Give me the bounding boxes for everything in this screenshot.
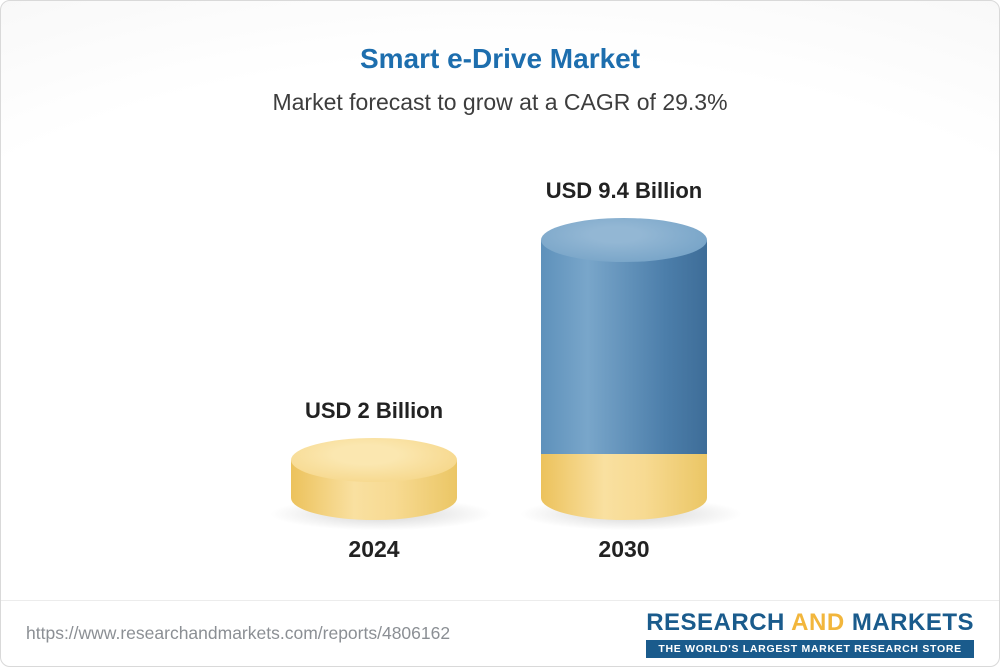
cylinder-body [541,240,707,454]
logo-word-research: RESEARCH [646,609,785,636]
bar-cylinder-2030 [541,218,707,520]
cylinder-top-cap [541,218,707,262]
bar-value-label: USD 2 Billion [304,398,444,423]
cylinder-top-cap [291,438,457,482]
cylinder-bottom-cap [541,476,707,520]
page-subtitle: Market forecast to grow at a CAGR of 29.… [272,89,728,115]
bar-category-label: 2030 [598,536,650,562]
logo-word-markets: MARKETS [851,609,974,636]
footer: https://www.researchandmarkets.com/repor… [1,600,999,666]
logo-wordmark: RESEARCH AND MARKETS [646,609,974,637]
page-title: Smart e-Drive Market [359,43,641,74]
research-and-markets-logo: RESEARCH AND MARKETS THE WORLD'S LARGEST… [646,609,974,658]
report-url: https://www.researchandmarkets.com/repor… [26,623,451,643]
bar-group-2030: USD 9.4 Billion 2030 [516,151,747,563]
bar-category-label: 2024 [348,536,400,562]
bar-value-label: USD 9.4 Billion [545,178,703,203]
bar-cylinder-2024 [291,438,457,520]
bar-group-2024: USD 2 Billion 2024 [266,151,497,563]
logo-tagline: THE WORLD'S LARGEST MARKET RESEARCH STOR… [646,640,974,658]
logo-word-and: AND [791,609,845,636]
cylinder-bottom-cap [291,476,457,520]
